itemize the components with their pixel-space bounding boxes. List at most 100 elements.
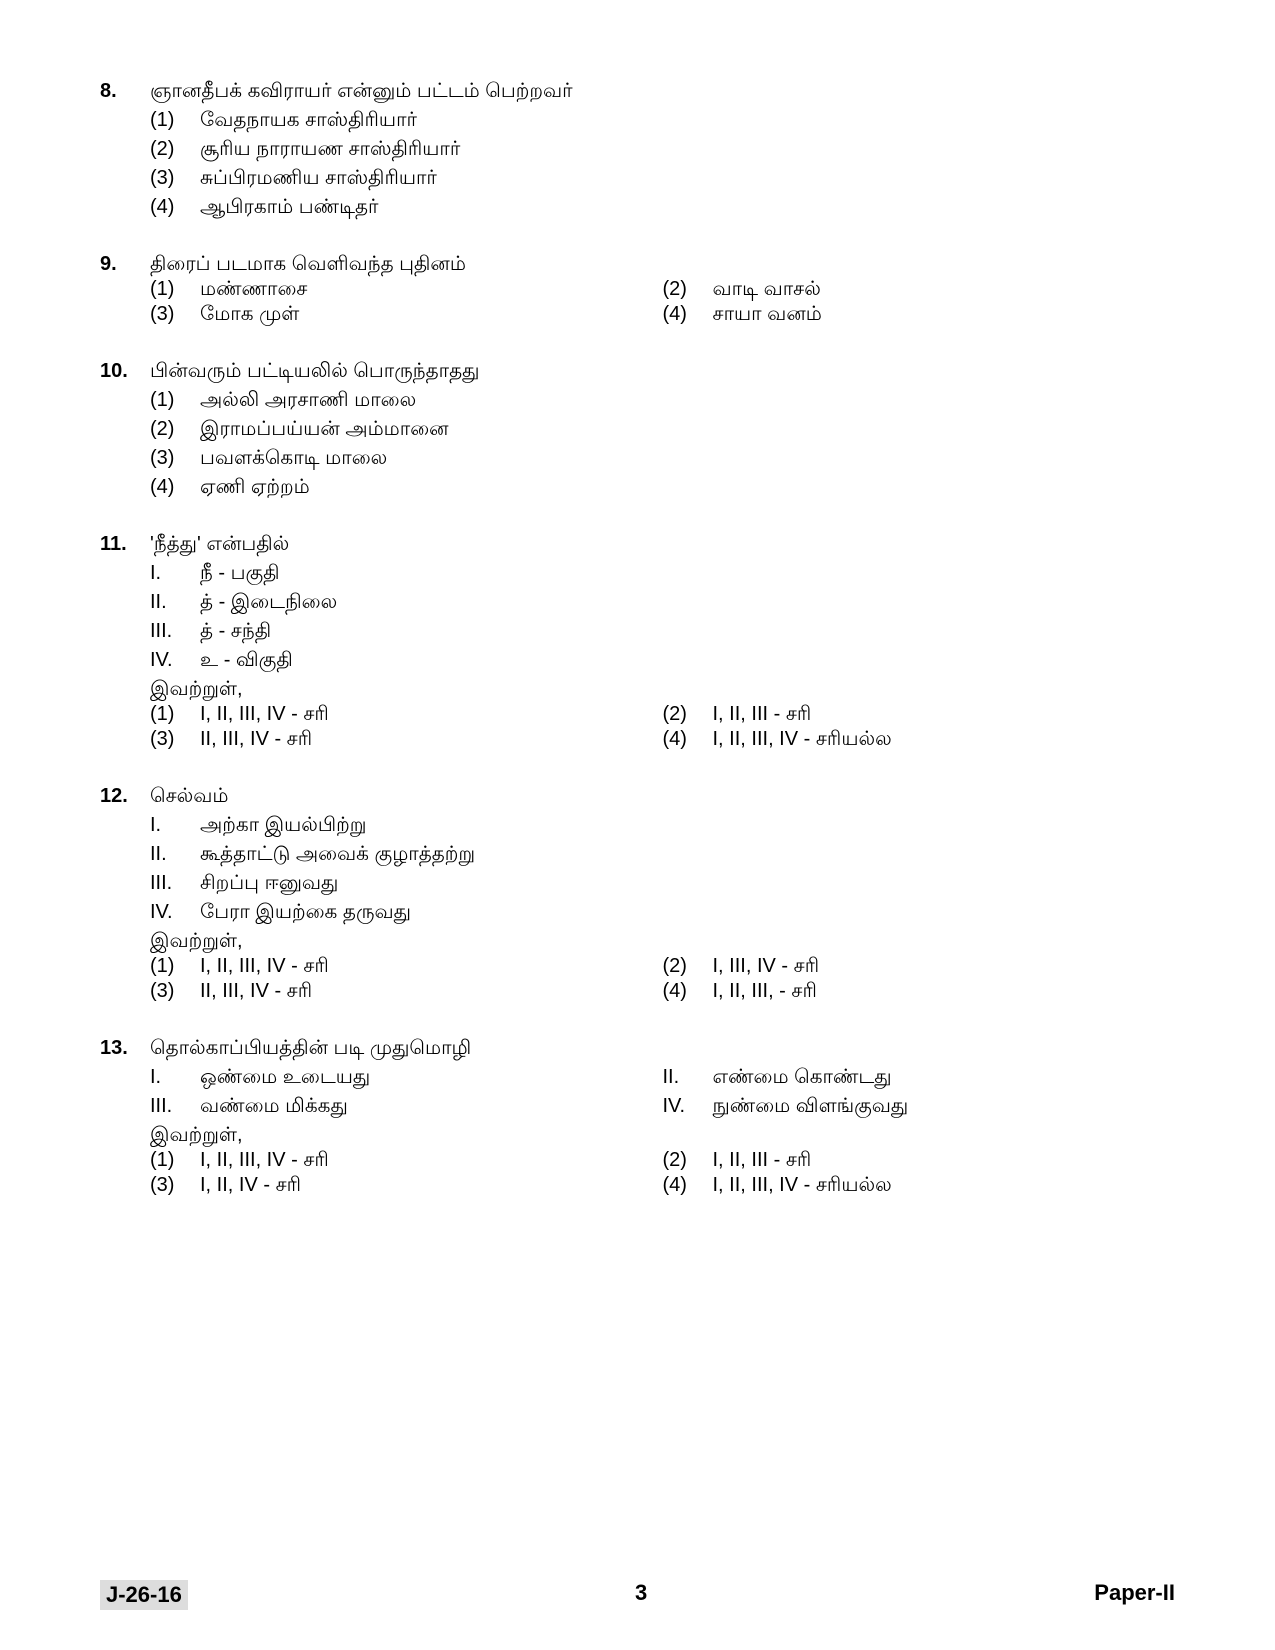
option-text: I, II, III, - சரி [713, 980, 1176, 1005]
option: (1)அல்லி அரசாணி மாலை [150, 389, 1175, 414]
option: (2)வாடி வாசல் [663, 278, 1176, 303]
options: (1)மண்ணாசை(2)வாடி வாசல்(3)மோக முள்(4)சாய… [150, 278, 1175, 328]
option-number: (2) [150, 418, 200, 441]
option-text: அல்லி அரசாணி மாலை [200, 389, 1175, 414]
option-row: (3)மோக முள்(4)சாயா வனம் [150, 303, 1175, 328]
sub-number: II. [150, 591, 200, 614]
sub-statement: IV.நுண்மை விளங்குவது [663, 1095, 1176, 1120]
option-number: (3) [150, 728, 200, 751]
option-number: (1) [150, 1149, 200, 1172]
option: (1)வேதநாயக சாஸ்திரியார் [150, 109, 1175, 134]
option-text: I, II, III, IV - சரியல்ல [713, 1174, 1176, 1199]
option-text: II, III, IV - சரி [200, 728, 663, 753]
option-text: I, II, III, IV - சரி [200, 1149, 663, 1174]
options: (1)I, II, III, IV - சரி(2)I, III, IV - ச… [150, 955, 1175, 1005]
question-text: ஞானதீபக் கவிராயர் என்னும் பட்டம் பெற்றவர… [150, 80, 1175, 105]
sub-statement-list: I.ஒண்மை உடையதுII.எண்மை கொண்டது III.வண்மை … [150, 1066, 1175, 1120]
question-header: 10.பின்வரும் பட்டியலில் பொருந்தாதது [100, 360, 1175, 385]
option: (4)I, II, III, IV - சரியல்ல [663, 1174, 1176, 1199]
page-number: 3 [635, 1580, 647, 1610]
option-text: ஏணி ஏற்றம் [200, 476, 1175, 501]
sub-statement: I.அற்கா இயல்பிற்று [150, 814, 1175, 839]
sub-tail: இவற்றுள், [150, 1124, 1175, 1149]
option-number: (1) [150, 109, 200, 132]
option-text: சூரிய நாராயண சாஸ்திரியார் [200, 138, 1175, 163]
sub-statement: II.த் - இடைநிலை [150, 591, 1175, 616]
option-number: (1) [150, 389, 200, 412]
option: (2)I, III, IV - சரி [663, 955, 1176, 980]
option-number: (3) [150, 1174, 200, 1197]
option-number: (4) [663, 728, 713, 751]
option: (3)II, III, IV - சரி [150, 980, 663, 1005]
question-header: 9.திரைப் படமாக வெளிவந்த புதினம் [100, 253, 1175, 278]
sub-number: IV. [663, 1095, 713, 1118]
sub-text: பேரா இயற்கை தருவது [200, 901, 1175, 926]
options: (1)I, II, III, IV - சரி(2)I, II, III - ச… [150, 1149, 1175, 1199]
option-number: (4) [663, 1174, 713, 1197]
sub-statement-row: I.ஒண்மை உடையதுII.எண்மை கொண்டது [150, 1066, 1175, 1091]
option-number: (3) [150, 167, 200, 190]
sub-statement: II.எண்மை கொண்டது [663, 1066, 1176, 1091]
option-number: (4) [663, 303, 713, 326]
sub-statement: IV.பேரா இயற்கை தருவது [150, 901, 1175, 926]
sub-text: சிறப்பு ஈனுவது [200, 872, 1175, 897]
question-header: 8.ஞானதீபக் கவிராயர் என்னும் பட்டம் பெற்ற… [100, 80, 1175, 105]
option-number: (4) [663, 980, 713, 1003]
option-text: I, II, III, IV - சரி [200, 703, 663, 728]
question-text: தொல்காப்பியத்தின் படி முதுமொழி [150, 1037, 1175, 1062]
sub-statement: IV.உ - விகுதி [150, 649, 1175, 674]
option-row: (3)II, III, IV - சரி(4)I, II, III, IV - … [150, 728, 1175, 753]
option: (4)I, II, III, IV - சரியல்ல [663, 728, 1176, 753]
question: 9.திரைப் படமாக வெளிவந்த புதினம்(1)மண்ணாச… [100, 253, 1175, 328]
option: (3)பவளக்கொடி மாலை [150, 447, 1175, 472]
option-row: (1)I, II, III, IV - சரி(2)I, III, IV - ச… [150, 955, 1175, 980]
options: (1)வேதநாயக சாஸ்திரியார்(2)சூரிய நாராயண ச… [150, 109, 1175, 221]
option-number: (3) [150, 303, 200, 326]
option: (2)I, II, III - சரி [663, 1149, 1176, 1174]
option: (2)இராமப்பய்யன் அம்மானை [150, 418, 1175, 443]
question-number: 13. [100, 1037, 150, 1060]
option-text: சுப்பிரமணிய சாஸ்திரியார் [200, 167, 1175, 192]
question: 11.'நீத்து' என்பதில்I.நீ - பகுதிII.த் - … [100, 533, 1175, 753]
sub-number: II. [663, 1066, 713, 1089]
sub-text: த் - சந்தி [200, 620, 1175, 645]
sub-statement: I.ஒண்மை உடையது [150, 1066, 663, 1091]
option-text: ஆபிரகாம் பண்டிதர் [200, 196, 1175, 221]
option: (4)ஆபிரகாம் பண்டிதர் [150, 196, 1175, 221]
question: 13.தொல்காப்பியத்தின் படி முதுமொழி I.ஒண்மை… [100, 1037, 1175, 1199]
option-text: சாயா வனம் [713, 303, 1176, 328]
question-number: 10. [100, 360, 150, 383]
sub-number: IV. [150, 901, 200, 924]
option-text: பவளக்கொடி மாலை [200, 447, 1175, 472]
options: (1)I, II, III, IV - சரி(2)I, II, III - ச… [150, 703, 1175, 753]
question-number: 9. [100, 253, 150, 276]
sub-number: I. [150, 1066, 200, 1089]
question-text: செல்வம் [150, 785, 1175, 810]
question-list: 8.ஞானதீபக் கவிராயர் என்னும் பட்டம் பெற்ற… [100, 80, 1175, 1199]
sub-number: III. [150, 1095, 200, 1118]
sub-text: எண்மை கொண்டது [713, 1066, 1176, 1091]
option-number: (1) [150, 955, 200, 978]
option-number: (3) [150, 980, 200, 1003]
option-text: I, II, III - சரி [713, 703, 1176, 728]
sub-number: II. [150, 843, 200, 866]
options: (1)அல்லி அரசாணி மாலை (2)இராமப்பய்யன் அம்ம… [150, 389, 1175, 501]
exam-code: J-26-16 [100, 1580, 188, 1610]
sub-statement: II.கூத்தாட்டு அவைக் குழாத்தற்று [150, 843, 1175, 868]
option-text: வாடி வாசல் [713, 278, 1176, 303]
option: (1)மண்ணாசை [150, 278, 663, 303]
option: (2)I, II, III - சரி [663, 703, 1176, 728]
sub-number: I. [150, 814, 200, 837]
question-number: 11. [100, 533, 150, 556]
option-row: (1)மண்ணாசை(2)வாடி வாசல் [150, 278, 1175, 303]
option: (1)I, II, III, IV - சரி [150, 955, 663, 980]
question-text: திரைப் படமாக வெளிவந்த புதினம் [150, 253, 1175, 278]
sub-text: வண்மை மிக்கது [200, 1095, 663, 1120]
sub-text: நுண்மை விளங்குவது [713, 1095, 1176, 1120]
sub-statement-list: I.நீ - பகுதிII.த் - இடைநிலைIII.த் - சந்த… [150, 562, 1175, 674]
option: (3)சுப்பிரமணிய சாஸ்திரியார் [150, 167, 1175, 192]
sub-text: ஒண்மை உடையது [200, 1066, 663, 1091]
option-text: வேதநாயக சாஸ்திரியார் [200, 109, 1175, 134]
question-header: 12.செல்வம் [100, 785, 1175, 810]
option-row: (1)I, II, III, IV - சரி(2)I, II, III - ச… [150, 1149, 1175, 1174]
